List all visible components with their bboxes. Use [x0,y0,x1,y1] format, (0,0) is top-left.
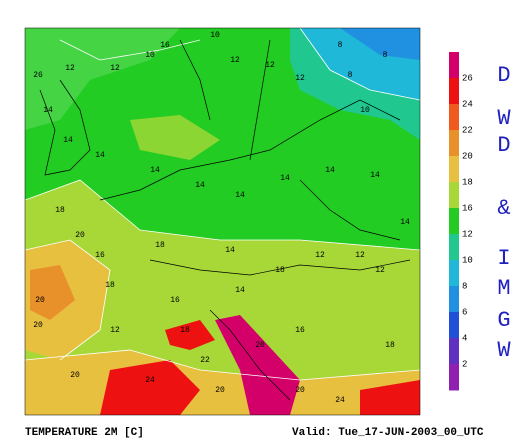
contour-label: 18 [275,266,285,275]
contour-label: 12 [265,61,275,70]
contour-label: 16 [295,326,305,335]
contour-label: 12 [375,266,385,275]
contour-label: 12 [65,64,75,73]
colorbar-segment [449,364,459,391]
contour-label: 18 [385,341,395,350]
colorbar-segment [449,104,459,131]
coastlines [39,39,411,401]
colorbar-segment [449,312,459,339]
colorbar-segment [449,182,459,209]
contour-label: 20 [35,296,45,305]
isotherms [25,28,420,381]
colorbar-label: 12 [462,229,473,239]
contour-label: 12 [355,251,365,260]
colorbar-label: 2 [462,359,467,369]
credit-letter: G [497,308,510,333]
contour-label: 18 [155,241,165,250]
contour-label: 14 [280,174,290,183]
contour-label: 12 [110,64,120,73]
valid-time: Valid: Tue_17-JUN-2003_00_UTC [292,427,484,439]
colorbar-segment [449,286,459,313]
colorbar-label: 16 [462,203,473,213]
contour-label: 20 [33,321,43,330]
contour-label: 16 [170,296,180,305]
region-north-coldest [340,28,420,60]
credit-letter: W [497,338,511,363]
contour-label: 12 [315,251,325,260]
contour-label: 14 [63,136,73,145]
colorbar-label: 20 [462,151,473,161]
contour-label: 14 [225,246,235,255]
credit-letter: D [497,63,510,88]
contour-label: 20 [215,386,225,395]
contour-label: 22 [200,356,210,365]
contour-label: 12 [295,74,305,83]
contour-label: 14 [43,106,53,115]
contour-label: 14 [235,286,245,295]
colorbar-segment [449,52,459,79]
contour-label: 18 [180,326,190,335]
contour-label: 10 [360,106,370,115]
contour-label: 10 [145,51,155,60]
credit-letter: I [497,246,510,271]
contour-label: 8 [383,51,388,60]
contour-label: 18 [55,206,65,215]
contour-label: 20 [255,341,265,350]
contour-label: 18 [105,281,115,290]
colorbar-label: 18 [462,177,473,187]
colorbar-label: 10 [462,255,473,265]
region-aegean [360,380,420,415]
map-frame [24,27,421,416]
colorbar-label: 24 [462,99,473,109]
colorbar-label: 4 [462,333,467,343]
contour-label: 16 [160,41,170,50]
contour-label: 12 [110,326,120,335]
contour-label: 26 [33,71,43,80]
credit-letter: & [497,196,510,221]
colorbar-segment [449,234,459,261]
contour-label: 24 [145,376,155,385]
contour-label: 14 [400,218,410,227]
contour-label: 14 [150,166,160,175]
colorbar-segment [449,208,459,235]
contour-label: 12 [230,56,240,65]
contour-label: 16 [95,251,105,260]
colorbar-label: 22 [462,125,473,135]
region-france-hot [30,265,75,320]
credit-letter: W [497,106,511,131]
contour-label: 8 [348,71,353,80]
colorbar-segment [449,130,459,157]
contour-label: 24 [335,396,345,405]
colorbar-label: 8 [462,281,467,291]
region-adriatic [215,315,300,415]
colorbar-label: 26 [462,73,473,83]
contour-label: 20 [70,371,80,380]
colorbar-segment [449,78,459,105]
map: 26 12 12 10 16 10 12 12 12 8 8 8 10 14 14 14 14 14 14 14 14 1… [25,28,420,415]
map-title: TEMPERATURE 2M [C] [25,427,144,439]
contour-label: 14 [195,181,205,190]
region-warm-patch [130,115,220,160]
contour-label: 10 [210,31,220,40]
region-ligurian [165,320,215,350]
contour-label: 20 [75,231,85,240]
colorbar-label: 6 [462,307,467,317]
credit-letter: M [497,276,510,301]
contour-labels: 26 12 12 10 16 10 12 12 12 8 8 8 10 14 14 14 14 14 14 14 14 1… [33,31,410,405]
colorbar: 26 24 22 20 18 16 12 10 8 6 4 2 [449,52,473,391]
contour-label: 14 [235,191,245,200]
region-sea-west [100,360,200,415]
colorbar-segment [449,156,459,183]
credit-letter: D [497,133,510,158]
colorbar-segment [449,338,459,365]
contour-label: 14 [95,151,105,160]
contour-label: 14 [325,166,335,175]
contour-label: 14 [370,171,380,180]
colorbar-segment [449,260,459,287]
contour-label: 8 [338,41,343,50]
contour-label: 20 [295,386,305,395]
